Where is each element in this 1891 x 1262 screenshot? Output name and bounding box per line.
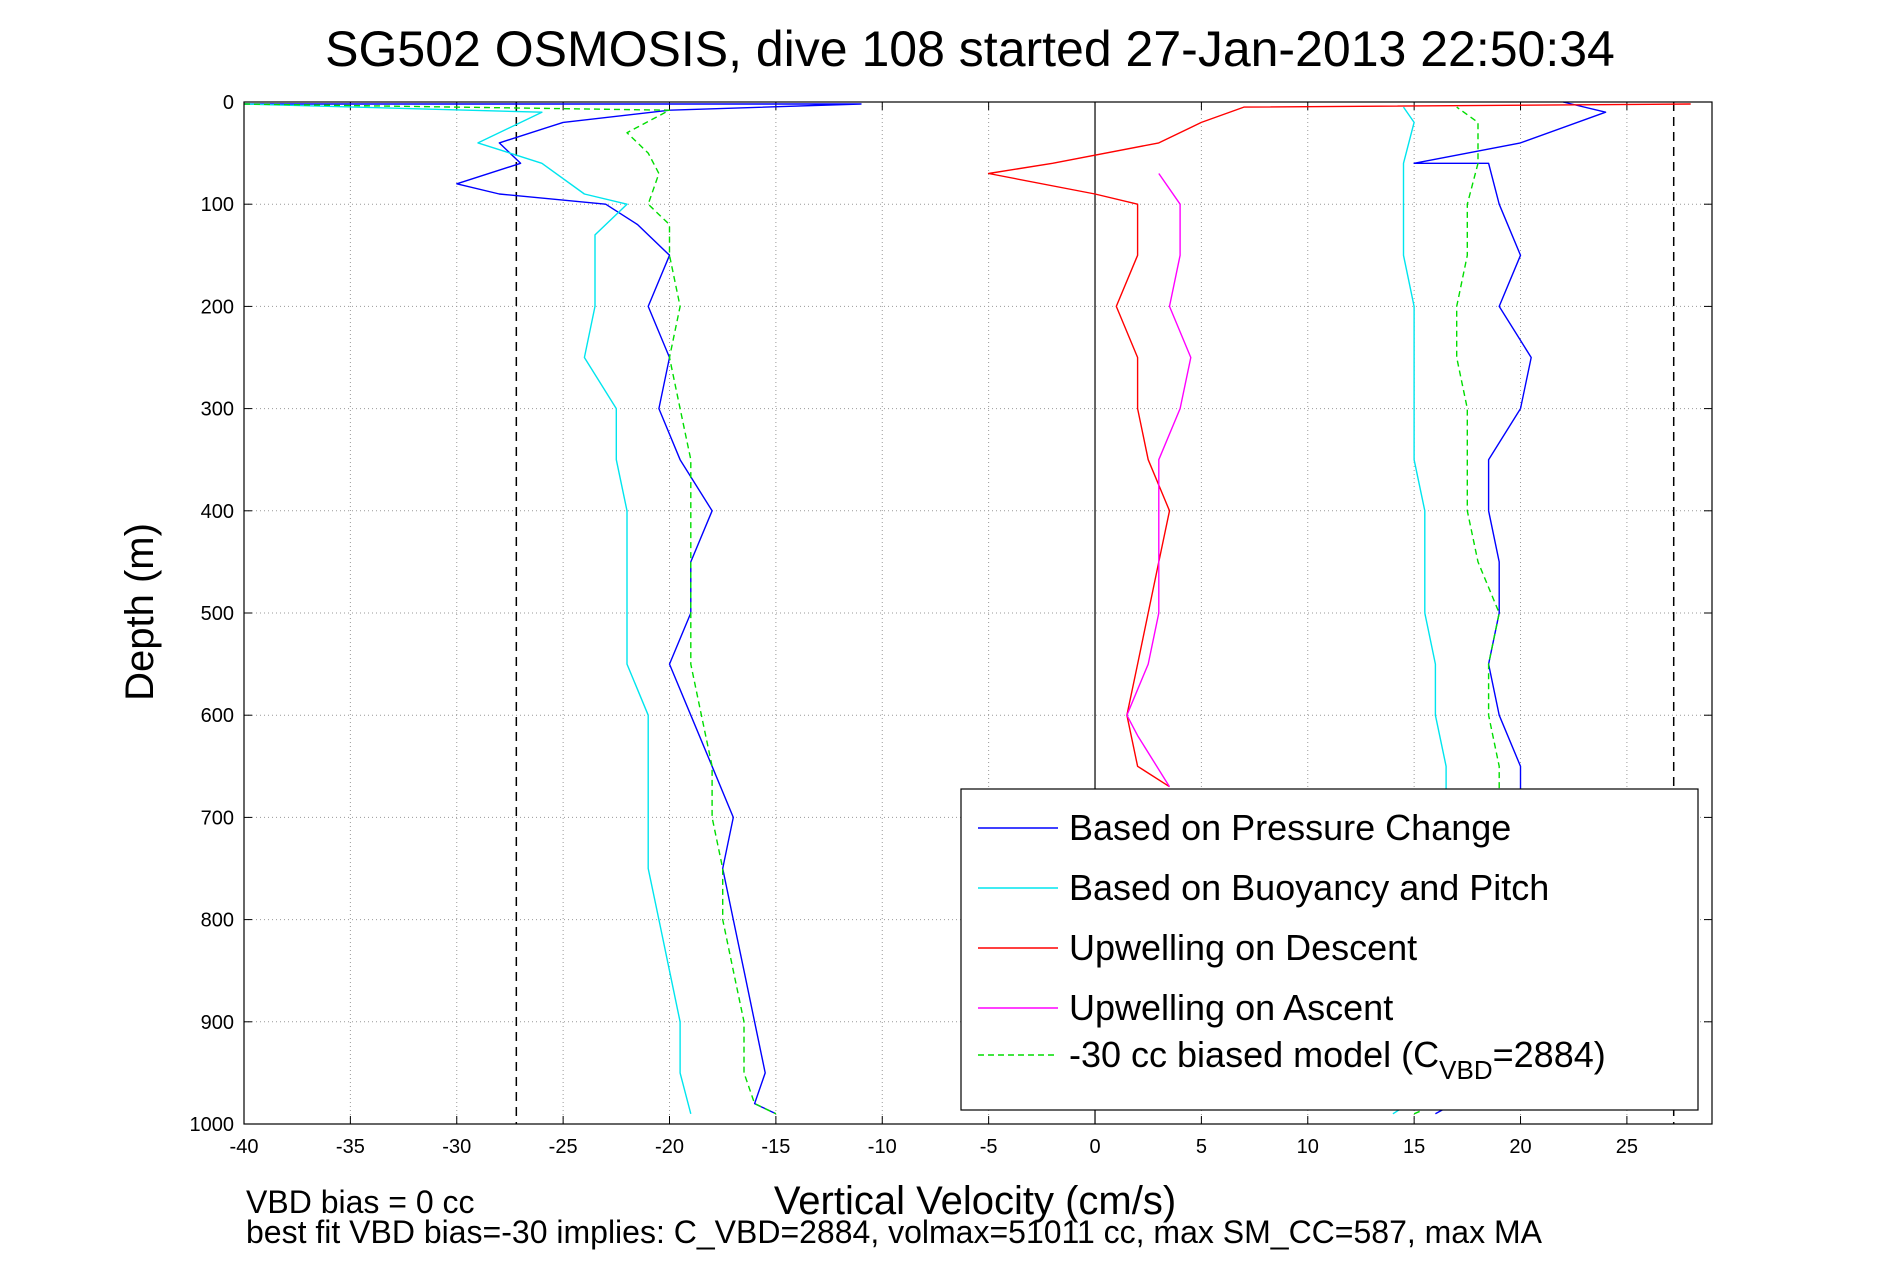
y-axis-title: Depth (m) [118,523,162,701]
y-tick-label: 400 [201,501,234,523]
y-tick-labels: 0 100 200 300 400 500 600 700 800 900 1000 [190,92,235,1136]
legend-entry: Based on Buoyancy and Pitch [978,867,1549,908]
legend: Based on Pressure Change Based on Buoyanc… [960,788,1699,1111]
chart-title: SG502 OSMOSIS, dive 108 started 27-Jan-2… [325,21,1615,77]
legend-entry: Based on Pressure Change [978,807,1511,848]
series-line-descent [243,103,692,1114]
y-tick-label: 300 [201,399,234,421]
x-axis-title: Vertical Velocity (cm/s) [774,1179,1176,1223]
y-tick-label: 500 [201,603,234,625]
x-tick-label: -10 [868,1136,897,1158]
legend-label: Based on Pressure Change [1069,807,1511,848]
y-tick-label: 700 [201,807,234,829]
y-tick-label: 100 [201,194,234,216]
plot-frame [243,101,1713,1125]
y-tick-label: 200 [201,296,234,318]
x-tick-label: 5 [1196,1136,1207,1158]
x-tick-label: -5 [980,1136,998,1158]
legend-entry: -30 cc biased model (CVBD=2884) [978,1034,1606,1085]
x-tick-label: 0 [1089,1136,1100,1158]
y-tick-label: 900 [201,1012,234,1034]
legend-label: Based on Buoyancy and Pitch [1069,867,1549,908]
x-tick-label: 15 [1403,1136,1425,1158]
x-tick-label: 25 [1616,1136,1638,1158]
bias-note: VBD bias = 0 cc [246,1184,475,1220]
series-line-descent [243,103,777,1115]
best-fit-note: best fit VBD bias=-30 implies: C_VBD=288… [246,1214,1543,1250]
series-line-descent [987,103,1691,788]
y-tick-label: 1000 [190,1114,235,1136]
legend-label: Upwelling on Ascent [1069,987,1393,1028]
x-tick-label: -20 [655,1136,684,1158]
series-line-descent [244,103,862,1115]
legend-box [960,788,1699,1111]
y-tick-label: 600 [201,705,234,727]
legend-entry: Upwelling on Descent [978,927,1417,968]
x-tick-labels: -40 -35 -30 -25 -20 -15 -10 -5 0 5 10 15 20 25 [230,1136,1638,1158]
x-tick-label: -15 [761,1136,790,1158]
x-tick-label: -35 [336,1136,365,1158]
legend-label: Upwelling on Descent [1069,927,1417,968]
x-tick-label: -40 [230,1136,259,1158]
y-tick-label: 800 [201,910,234,932]
legend-entry: Upwelling on Ascent [978,987,1393,1028]
legend-label: -30 cc biased model (CVBD=2884) [1069,1034,1606,1085]
x-tick-label: 10 [1297,1136,1319,1158]
x-tick-label: -30 [442,1136,471,1158]
x-tick-label: 20 [1509,1136,1531,1158]
x-tick-label: -25 [549,1136,578,1158]
y-tick-label: 0 [223,92,234,114]
series-line-ascent [1126,173,1192,788]
